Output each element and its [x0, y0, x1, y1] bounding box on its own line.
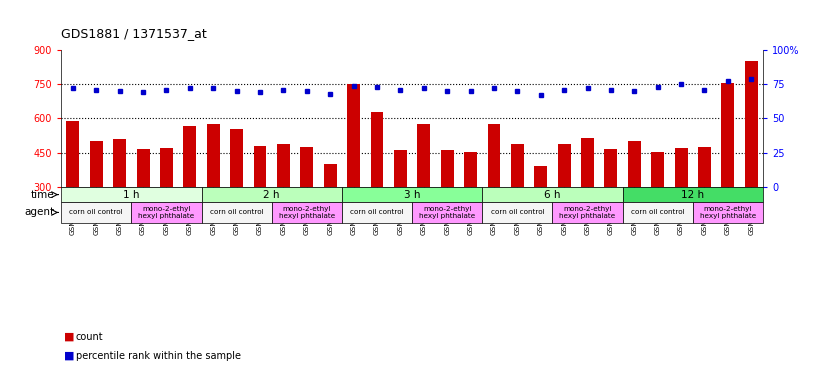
Text: corn oil control: corn oil control: [350, 209, 404, 215]
Bar: [254, 146, 267, 187]
Bar: [202, 202, 272, 223]
Bar: [66, 121, 79, 187]
Bar: [206, 124, 220, 187]
Bar: [482, 202, 552, 223]
Bar: [605, 149, 618, 187]
Text: ■: ■: [64, 332, 74, 342]
Text: GDS1881 / 1371537_at: GDS1881 / 1371537_at: [61, 27, 207, 40]
Text: mono-2-ethyl
hexyl phthalate: mono-2-ethyl hexyl phthalate: [139, 206, 194, 219]
Bar: [394, 151, 407, 187]
Text: time: time: [30, 190, 54, 200]
Text: corn oil control: corn oil control: [631, 209, 685, 215]
Bar: [347, 84, 360, 187]
Bar: [342, 187, 482, 202]
Bar: [61, 187, 202, 202]
Bar: [534, 167, 548, 187]
Text: corn oil control: corn oil control: [490, 209, 544, 215]
Text: 12 h: 12 h: [681, 190, 704, 200]
Bar: [581, 138, 594, 187]
Text: 1 h: 1 h: [123, 190, 140, 200]
Bar: [160, 148, 173, 187]
Bar: [61, 202, 131, 223]
Text: percentile rank within the sample: percentile rank within the sample: [76, 351, 241, 361]
Bar: [623, 187, 763, 202]
Bar: [342, 202, 412, 223]
Bar: [131, 202, 202, 223]
Bar: [552, 202, 623, 223]
Bar: [136, 149, 149, 187]
Bar: [464, 152, 477, 187]
Bar: [557, 144, 570, 187]
Bar: [698, 147, 711, 187]
Bar: [675, 148, 688, 187]
Bar: [90, 141, 103, 187]
Text: 6 h: 6 h: [544, 190, 561, 200]
Bar: [721, 83, 734, 187]
Bar: [417, 124, 430, 187]
Text: mono-2-ethyl
hexyl phthalate: mono-2-ethyl hexyl phthalate: [560, 206, 615, 219]
Bar: [623, 202, 693, 223]
Bar: [745, 61, 758, 187]
Bar: [482, 187, 623, 202]
Text: ■: ■: [64, 351, 74, 361]
Text: count: count: [76, 332, 104, 342]
Bar: [324, 164, 337, 187]
Bar: [628, 141, 641, 187]
Bar: [277, 144, 290, 187]
Bar: [184, 126, 197, 187]
Bar: [272, 202, 342, 223]
Bar: [230, 129, 243, 187]
Text: mono-2-ethyl
hexyl phthalate: mono-2-ethyl hexyl phthalate: [700, 206, 756, 219]
Bar: [693, 202, 763, 223]
Text: corn oil control: corn oil control: [69, 209, 123, 215]
Bar: [412, 202, 482, 223]
Bar: [113, 139, 126, 187]
Bar: [300, 147, 313, 187]
Bar: [370, 112, 384, 187]
Bar: [511, 144, 524, 187]
Text: mono-2-ethyl
hexyl phthalate: mono-2-ethyl hexyl phthalate: [419, 206, 475, 219]
Bar: [441, 151, 454, 187]
Text: 3 h: 3 h: [404, 190, 420, 200]
Text: agent: agent: [24, 207, 54, 217]
Bar: [651, 152, 664, 187]
Bar: [202, 187, 342, 202]
Bar: [487, 124, 500, 187]
Text: mono-2-ethyl
hexyl phthalate: mono-2-ethyl hexyl phthalate: [279, 206, 335, 219]
Text: 2 h: 2 h: [264, 190, 280, 200]
Text: corn oil control: corn oil control: [210, 209, 264, 215]
